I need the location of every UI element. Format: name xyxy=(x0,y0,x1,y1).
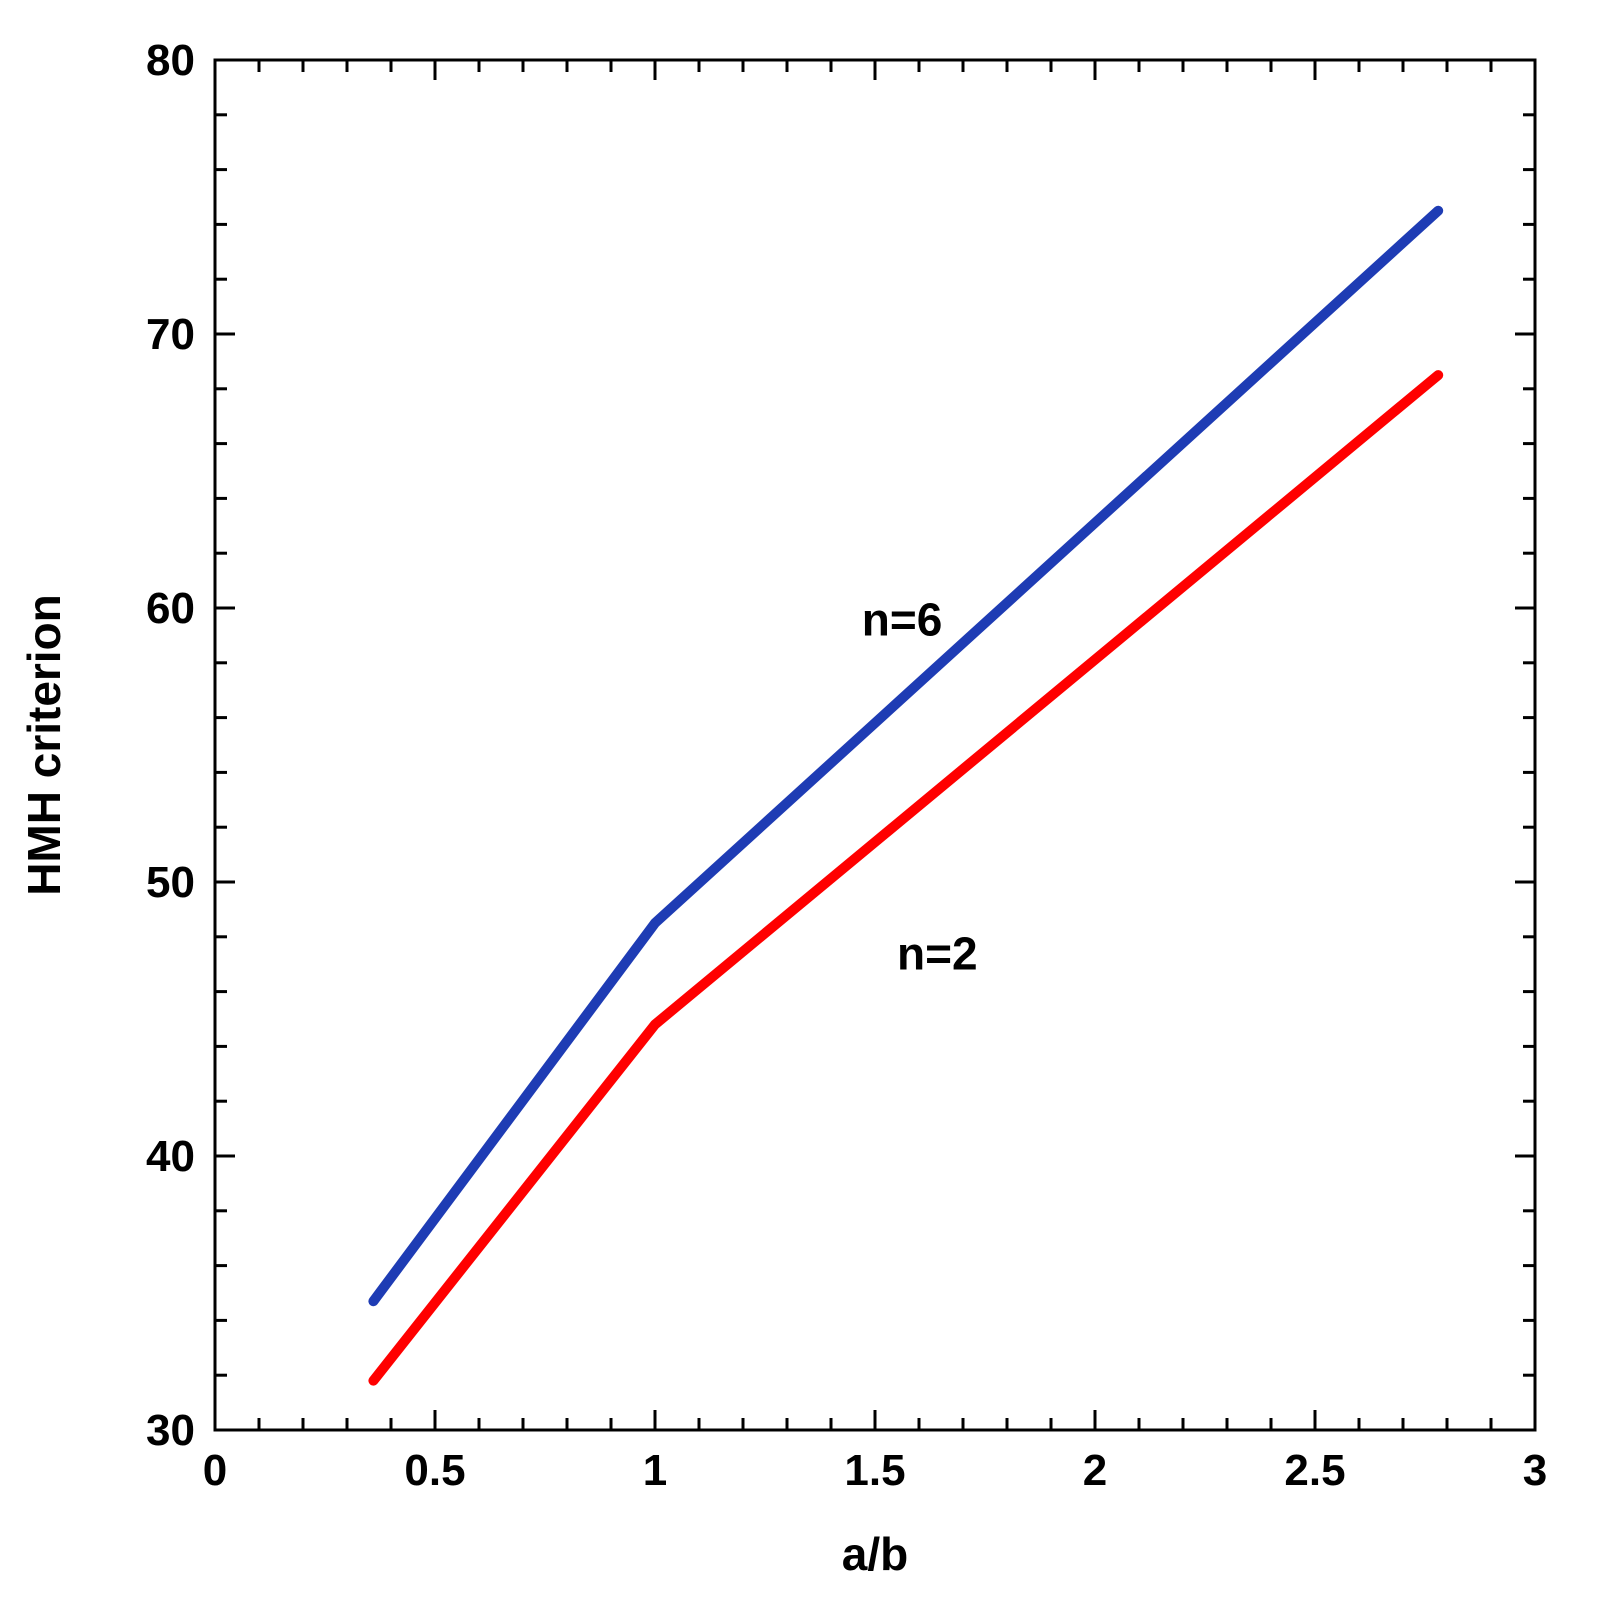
y-tick-label: 30 xyxy=(146,1406,195,1455)
hmh-chart: 0 0.5 1 1.5 2 2.5 3 30 40 50 60 70 80 n=6 n=2 HMH crite… xyxy=(0,0,1613,1616)
series-n6 xyxy=(373,211,1438,1302)
x-tick-label: 1 xyxy=(643,1446,667,1495)
y-tick-label: 70 xyxy=(146,310,195,359)
series-label-n6: n=6 xyxy=(862,593,943,645)
y-axis-label: HMH criterion xyxy=(18,594,70,896)
x-tick-label: 0.5 xyxy=(404,1446,465,1495)
x-axis-label: a/b xyxy=(842,1528,908,1580)
x-tick-label: 1.5 xyxy=(844,1446,905,1495)
plot-border xyxy=(215,60,1535,1430)
y-tick-label: 60 xyxy=(146,584,195,633)
series-label-n2: n=2 xyxy=(897,928,978,980)
x-tick-label: 0 xyxy=(203,1446,227,1495)
y-tick-label: 80 xyxy=(146,36,195,85)
x-tick-label: 3 xyxy=(1523,1446,1547,1495)
chart-svg: 0 0.5 1 1.5 2 2.5 3 30 40 50 60 70 80 n=6 n=2 HMH crite… xyxy=(0,0,1613,1616)
series-n2 xyxy=(373,375,1438,1381)
x-tick-label: 2.5 xyxy=(1284,1446,1345,1495)
y-tick-label: 40 xyxy=(146,1132,195,1181)
y-tick-label: 50 xyxy=(146,858,195,907)
x-tick-label: 2 xyxy=(1083,1446,1107,1495)
